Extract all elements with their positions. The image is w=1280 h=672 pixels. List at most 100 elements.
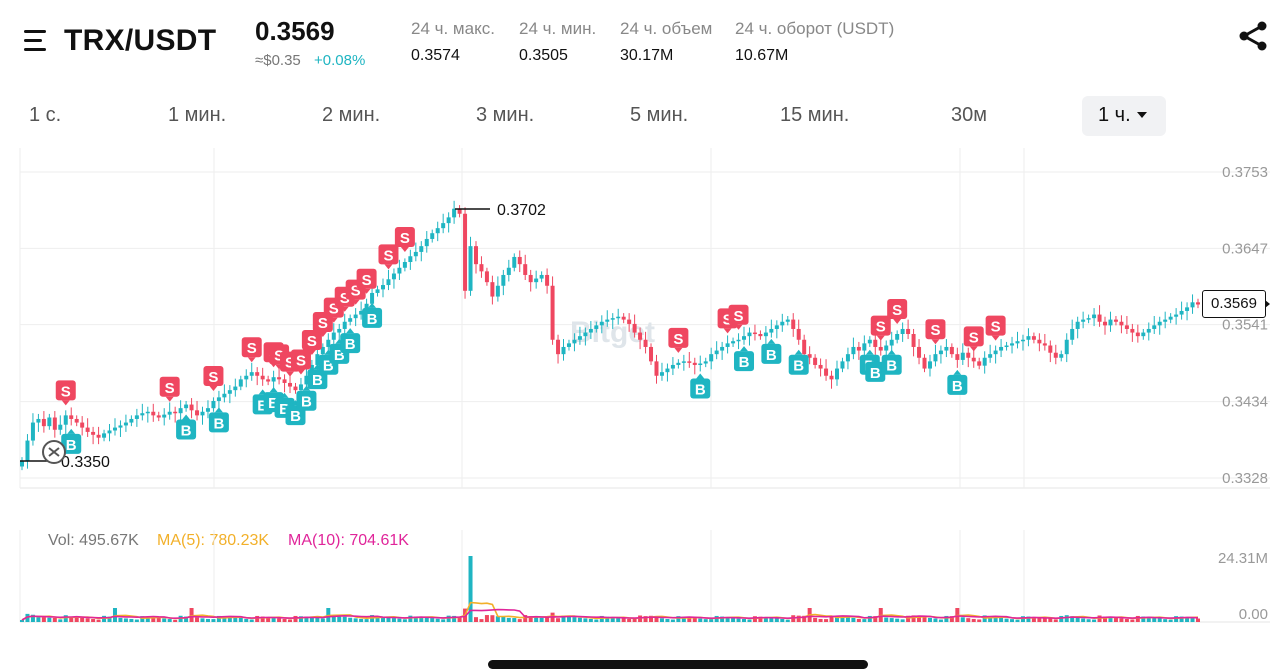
candle-body	[572, 339, 577, 344]
candle-body	[419, 246, 424, 252]
volume-bar	[1124, 618, 1129, 622]
candle-body	[391, 273, 396, 280]
volume-bar	[785, 619, 790, 622]
volume-bar	[676, 616, 681, 622]
svg-text:S: S	[318, 315, 328, 332]
volume-bar	[599, 615, 604, 622]
volume-bar	[162, 618, 167, 622]
tab-30m[interactable]: 30м	[951, 104, 987, 126]
candle-body	[561, 346, 566, 355]
y-axis-label: 0.3434	[1222, 394, 1268, 411]
stat-turnover-label: 24 ч. оборот (USDT)	[735, 19, 895, 38]
candle-body	[1059, 354, 1064, 358]
volume-bar	[654, 616, 659, 622]
tab-2m[interactable]: 2 мин.	[322, 104, 381, 126]
volume-bar	[512, 618, 517, 622]
candle-body	[851, 346, 856, 355]
volume-bar	[249, 619, 254, 622]
svg-text:S: S	[723, 311, 733, 328]
volume-bar	[435, 618, 440, 622]
candle-body	[304, 375, 309, 385]
volume-bar	[1081, 618, 1086, 622]
volume-bar	[851, 617, 856, 622]
volume-bar	[895, 618, 900, 622]
candle-body	[266, 379, 271, 382]
candle-body	[824, 368, 829, 376]
tab-1m[interactable]: 1 мин.	[168, 104, 227, 126]
volume-bar	[993, 617, 998, 622]
volume-min-label: 0.00	[1239, 606, 1268, 623]
candle-body	[670, 364, 675, 369]
candle-body	[288, 382, 293, 387]
candle-body	[173, 411, 178, 414]
volume-bar	[1190, 617, 1195, 622]
stat-volume-value: 30.17M	[620, 47, 674, 64]
candle-body	[1103, 321, 1108, 326]
tab-3m[interactable]: 3 мин.	[476, 104, 535, 126]
tab-1s[interactable]: 1 с.	[29, 104, 62, 126]
svg-text:B: B	[886, 358, 897, 375]
volume-bar	[167, 619, 172, 622]
stat-volume-label: 24 ч. объем	[620, 19, 713, 38]
candle-body	[654, 361, 659, 376]
buy-marker: B	[690, 373, 711, 399]
volume-bar	[156, 617, 161, 622]
candle-body	[446, 217, 451, 224]
candle-body	[927, 361, 932, 369]
candle-body	[627, 319, 632, 324]
volume-bar	[386, 617, 391, 622]
svg-text:B: B	[290, 408, 301, 425]
volume-bar	[145, 616, 150, 622]
svg-text:S: S	[892, 302, 902, 319]
candle-body	[884, 345, 889, 351]
volume-bar	[725, 617, 730, 622]
tab-1h-dropdown[interactable]	[1082, 96, 1166, 136]
candle-body	[1163, 319, 1168, 322]
buy-marker: B	[340, 328, 361, 354]
candle-body	[134, 415, 139, 419]
candle-body	[988, 354, 993, 358]
volume-bar	[184, 616, 189, 622]
candle-body	[1092, 314, 1097, 319]
volume-chart[interactable]: 24.31M 0.00	[0, 530, 1280, 630]
candle-body	[195, 410, 200, 416]
candle-body	[178, 408, 183, 414]
replay-icon	[42, 440, 66, 464]
volume-bar	[873, 616, 878, 622]
volume-bar	[621, 618, 626, 622]
svg-text:S: S	[296, 352, 306, 369]
sell-marker: S	[728, 304, 749, 330]
share-icon[interactable]	[1236, 20, 1270, 52]
sell-marker: S	[378, 244, 399, 270]
volume-bar	[1092, 619, 1097, 622]
volume-bar	[1179, 616, 1184, 622]
volume-bar	[211, 619, 216, 622]
candle-body	[845, 354, 850, 362]
volume-bar	[36, 617, 41, 622]
volume-bar	[670, 619, 675, 622]
candle-body	[758, 334, 763, 337]
volume-bar	[151, 617, 156, 622]
volume-bar	[1108, 616, 1113, 622]
volume-bar	[102, 615, 107, 622]
tab-15m[interactable]: 15 мин.	[780, 104, 850, 126]
candle-body	[720, 346, 725, 351]
candle-body	[36, 418, 41, 423]
candle-body	[30, 422, 35, 441]
sell-marker: S	[301, 330, 322, 355]
volume-bar	[1119, 618, 1124, 622]
candle-body	[25, 440, 30, 461]
menu-icon[interactable]	[24, 30, 52, 54]
candle-body	[205, 408, 210, 412]
volume-bar	[47, 617, 52, 622]
trading-pair[interactable]: TRX/USDT	[64, 24, 217, 57]
candle-body	[763, 332, 768, 337]
candle-body	[911, 334, 916, 347]
volume-bar	[69, 616, 74, 622]
tab-5m[interactable]: 5 мин.	[630, 104, 689, 126]
candle-body	[1026, 336, 1031, 340]
candle-body	[386, 279, 391, 286]
candle-body	[129, 418, 134, 423]
volume-bar	[364, 619, 369, 622]
